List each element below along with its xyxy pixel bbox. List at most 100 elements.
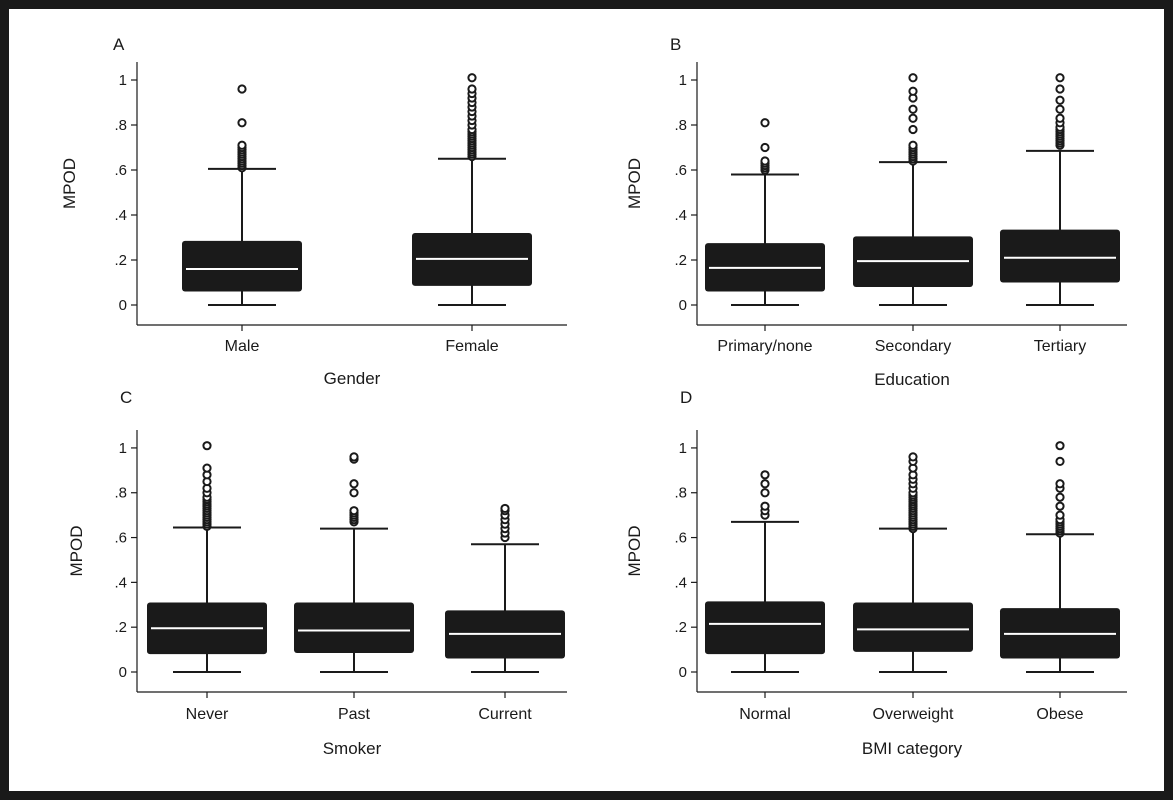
box-male: Male	[182, 84, 302, 355]
outlier-point	[760, 488, 770, 498]
category-label: Tertiary	[1034, 338, 1086, 355]
y-tick-label: 0	[679, 297, 687, 314]
y-axis-title: MPOD	[625, 526, 644, 577]
category-label: Overweight	[873, 706, 954, 723]
box-normal: Normal	[705, 470, 825, 723]
x-axis-title: Education	[874, 370, 950, 389]
box-obese: Obese	[1000, 441, 1120, 723]
panel-letter: B	[670, 35, 681, 54]
panel-letter: D	[680, 388, 692, 407]
category-label: Female	[445, 338, 498, 355]
y-tick-label: 0	[119, 297, 127, 314]
outlier-point	[1055, 456, 1065, 466]
outlier-point	[467, 84, 477, 94]
outlier-point	[1055, 492, 1065, 502]
outlier-point	[760, 501, 770, 511]
category-label: Normal	[739, 706, 791, 723]
y-tick-label: 1	[679, 72, 687, 89]
outlier-point	[908, 452, 918, 462]
category-label: Obese	[1036, 706, 1083, 723]
y-tick-label: .2	[114, 619, 127, 636]
y-tick-label: 0	[119, 664, 127, 681]
y-tick-label: .8	[674, 485, 687, 502]
box-past: Past	[294, 452, 414, 723]
y-tick-label: .2	[674, 619, 687, 636]
y-tick-label: 1	[119, 72, 127, 89]
y-tick-label: 1	[679, 440, 687, 457]
box-female: Female	[412, 73, 532, 355]
outlier-point	[908, 73, 918, 83]
outlier-point	[908, 104, 918, 114]
outlier-point	[1055, 113, 1065, 123]
outlier-point	[1055, 510, 1065, 520]
box-current: Current	[445, 503, 565, 723]
outlier-point	[349, 488, 359, 498]
outlier-point	[1055, 479, 1065, 489]
outlier-point	[908, 86, 918, 96]
outlier-point	[908, 124, 918, 135]
box-primary-none: Primary/none	[705, 118, 825, 355]
iqr-box	[1000, 229, 1120, 283]
y-tick-label: .6	[674, 162, 687, 179]
iqr-box	[853, 602, 973, 652]
y-tick-label: .4	[114, 574, 127, 591]
outlier-point	[237, 118, 247, 128]
category-label: Current	[478, 706, 532, 723]
outlier-point	[1055, 95, 1065, 105]
outlier-point	[760, 479, 770, 489]
outlier-point	[500, 503, 510, 514]
panel-b: B 0 .2 .4 .6 .8 1 MPOD Education Primary/none Seco…	[625, 35, 1127, 389]
outlier-point	[760, 142, 770, 153]
y-axis-title: MPOD	[67, 526, 86, 577]
outlier-point	[237, 140, 247, 150]
y-tick-label: .8	[114, 117, 127, 134]
outlier-point	[1055, 104, 1065, 114]
panel-letter: C	[120, 388, 132, 407]
category-label: Never	[186, 706, 229, 723]
x-axis-title: Gender	[324, 369, 381, 388]
outlier-point	[202, 463, 212, 473]
panel-d: D 0 .2 .4 .6 .8 1 MPOD BMI category Normal Overwei…	[625, 388, 1127, 758]
y-tick-label: 1	[119, 440, 127, 457]
outlier-point	[760, 470, 770, 480]
outlier-point	[237, 84, 247, 94]
category-label: Primary/none	[717, 338, 812, 355]
iqr-box	[182, 240, 302, 292]
y-tick-label: .8	[674, 117, 687, 134]
outlier-point	[349, 506, 359, 516]
category-label: Past	[338, 706, 371, 723]
x-axis-title: Smoker	[323, 739, 382, 758]
iqr-box	[294, 602, 414, 653]
y-tick-label: 0	[679, 664, 687, 681]
category-label: Male	[225, 338, 260, 355]
y-tick-label: .4	[114, 207, 127, 224]
box-overweight: Overweight	[853, 452, 973, 723]
y-tick-label: .4	[674, 574, 687, 591]
y-axis-title: MPOD	[60, 158, 79, 209]
panel-a: A 0 .2 .4 .6 .8 1 MPOD Gender Male Female	[60, 35, 567, 388]
box-secondary: Secondary	[853, 73, 973, 355]
outlier-point	[349, 479, 359, 489]
category-label: Secondary	[875, 338, 952, 355]
y-tick-label: .2	[114, 252, 127, 269]
outlier-point	[908, 140, 918, 150]
outlier-point	[1055, 73, 1065, 83]
iqr-box	[705, 601, 825, 655]
y-tick-label: .6	[674, 530, 687, 547]
outlier-point	[467, 73, 477, 83]
panel-letter: A	[113, 35, 125, 54]
x-axis-title: BMI category	[862, 739, 963, 758]
y-tick-label: .6	[114, 162, 127, 179]
y-tick-label: .6	[114, 530, 127, 547]
box-tertiary: Tertiary	[1000, 73, 1120, 355]
outlier-point	[1055, 501, 1065, 511]
outlier-point	[349, 452, 359, 462]
outlier-point	[760, 118, 770, 128]
outlier-point	[908, 113, 918, 123]
y-axis-title: MPOD	[625, 158, 644, 209]
y-tick-label: .2	[674, 252, 687, 269]
box-never: Never	[147, 441, 267, 723]
outlier-point	[760, 156, 770, 166]
